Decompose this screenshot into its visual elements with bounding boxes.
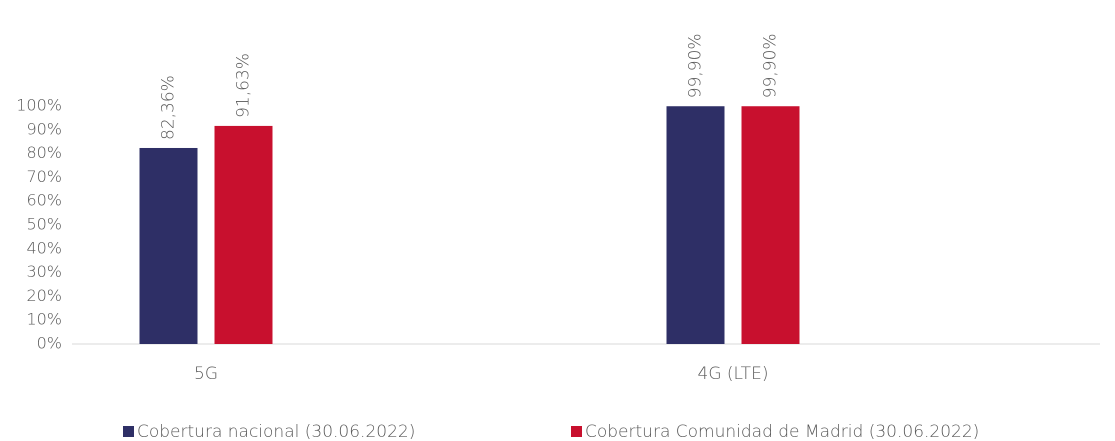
y-tick-label: 20% <box>26 286 62 305</box>
legend-label: Cobertura nacional (30.06.2022) <box>137 422 415 441</box>
y-tick-label: 70% <box>26 167 62 186</box>
legend-label: Cobertura Comunidad de Madrid (30.06.202… <box>585 422 979 441</box>
legend-swatch <box>571 426 582 437</box>
legend-swatch <box>123 426 134 437</box>
data-label: 99,90% <box>761 33 781 98</box>
bar <box>214 125 273 345</box>
x-tick-label: 4G (LTE) <box>698 364 769 384</box>
y-tick-label: 0% <box>37 334 62 353</box>
y-tick-label: 40% <box>26 238 62 257</box>
bar <box>139 147 198 344</box>
y-tick-label: 80% <box>26 143 62 162</box>
x-tick-label: 5G <box>194 364 218 384</box>
y-tick-label: 30% <box>26 262 62 281</box>
y-tick-label: 60% <box>26 191 62 210</box>
data-label: 91,63% <box>234 53 254 118</box>
y-tick-label: 100% <box>16 96 62 115</box>
data-label: 82,36% <box>159 75 179 140</box>
bar <box>741 106 800 344</box>
y-tick-label: 50% <box>26 215 62 234</box>
y-tick-label: 10% <box>26 310 62 329</box>
bar <box>666 106 725 344</box>
data-label: 99,90% <box>686 33 706 98</box>
y-tick-label: 90% <box>26 119 62 138</box>
